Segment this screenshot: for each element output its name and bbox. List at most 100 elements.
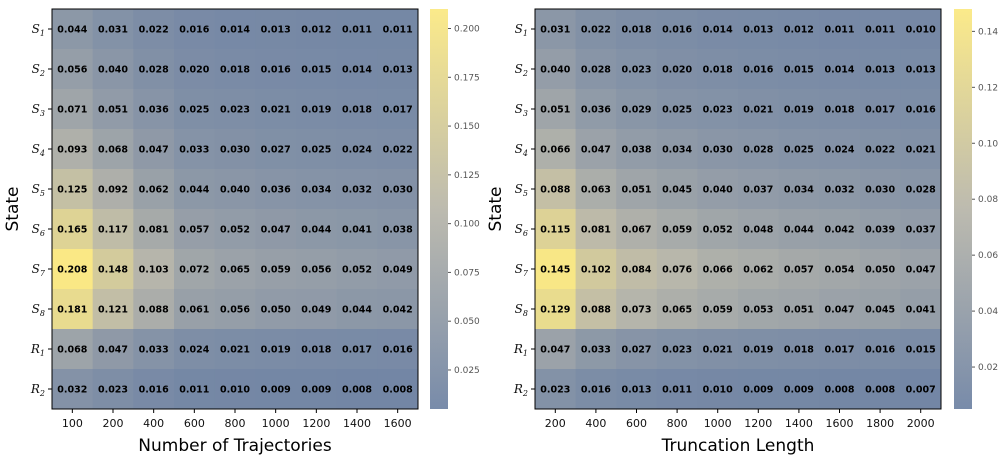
heatmap-cell	[656, 209, 698, 250]
cell-value-label: 0.030	[703, 145, 733, 156]
heatmap-cell	[656, 49, 698, 90]
heatmap-panel-2: 0.031 0.022 0.018 0.016 0.014 0.013 0.012 0.011…	[486, 8, 998, 456]
heatmap-cell	[174, 169, 216, 210]
heatmap-cell	[859, 49, 901, 90]
cell-value-label: 0.072	[179, 265, 209, 276]
heatmap-cell	[535, 289, 577, 330]
heatmap-cell	[656, 169, 698, 210]
cell-value-label: 0.007	[906, 385, 936, 396]
heatmap-cell	[255, 169, 297, 210]
colorbar-tick-label: 0.04	[978, 307, 998, 317]
heatmap-cell	[214, 129, 256, 170]
cell-value-label: 0.016	[906, 105, 936, 116]
heatmap-cell	[174, 49, 216, 90]
heatmap-cell	[575, 249, 617, 290]
heatmap-cell	[336, 9, 378, 50]
heatmap-cell	[174, 369, 216, 410]
heatmap-cell	[296, 89, 338, 130]
heatmap-cell	[52, 289, 94, 330]
heatmap-cell	[174, 129, 216, 170]
cell-value-label: 0.018	[342, 105, 372, 116]
heatmap-cell	[296, 49, 338, 90]
y-tick-label: S4	[515, 142, 528, 158]
cell-value-label: 0.014	[220, 25, 250, 36]
heatmap-cell	[133, 129, 175, 170]
heatmap-cell	[296, 369, 338, 410]
heatmap-cell	[296, 209, 338, 250]
colorbar-tick-label: 0.100	[454, 220, 480, 230]
heatmap-cell	[575, 209, 617, 250]
cell-value-label: 0.044	[57, 25, 87, 36]
cell-value-label: 0.011	[865, 25, 895, 36]
heatmap-cell	[377, 129, 419, 170]
heatmap-cell	[697, 49, 739, 90]
heatmap-cell	[778, 129, 820, 170]
cell-value-label: 0.148	[98, 265, 128, 276]
heatmap-cell	[92, 289, 134, 330]
heatmap-cell	[819, 329, 861, 370]
heatmap-cell	[819, 129, 861, 170]
heatmap-cell	[377, 49, 419, 90]
heatmap-cell	[377, 369, 419, 410]
heatmap-cell	[616, 9, 658, 50]
heatmap-cell	[738, 209, 780, 250]
heatmap-cell	[174, 249, 216, 290]
cell-value-label: 0.041	[342, 225, 372, 236]
cell-value-label: 0.088	[540, 185, 570, 196]
heatmap-cell	[52, 249, 94, 290]
heatmap-cell	[819, 209, 861, 250]
heatmap-cell	[616, 169, 658, 210]
heatmap-cell	[656, 129, 698, 170]
heatmap-cell	[214, 369, 256, 410]
heatmap-cell	[859, 169, 901, 210]
colorbar-gradient-1	[430, 9, 448, 409]
heatmap-cell	[819, 9, 861, 50]
heatmap-cell	[819, 89, 861, 130]
heatmap-cell	[52, 129, 94, 170]
cell-value-label: 0.019	[301, 105, 331, 116]
heatmap-cell	[616, 289, 658, 330]
cell-value-label: 0.045	[662, 185, 692, 196]
cell-value-label: 0.022	[139, 25, 169, 36]
cell-value-label: 0.088	[581, 305, 611, 316]
heatmap-cell	[656, 289, 698, 330]
x-tick-label: 1400	[343, 417, 371, 430]
cell-value-label: 0.115	[540, 225, 570, 236]
y-axis-title-1: State	[3, 187, 23, 232]
cell-value-label: 0.032	[342, 185, 372, 196]
cell-value-label: 0.040	[703, 185, 733, 196]
x-tick-label: 400	[143, 417, 164, 430]
cell-value-label: 0.092	[98, 185, 128, 196]
cell-value-label: 0.028	[139, 65, 169, 76]
heatmap-cell	[900, 249, 942, 290]
heatmap-cell	[535, 249, 577, 290]
cell-value-label: 0.059	[703, 305, 733, 316]
heatmap-cell	[778, 209, 820, 250]
cell-value-label: 0.020	[179, 65, 209, 76]
y-tick-label: S5	[32, 182, 45, 198]
cell-value-label: 0.093	[57, 145, 87, 156]
cell-value-label: 0.028	[906, 185, 936, 196]
y-tick-label: R2	[513, 382, 528, 398]
cell-value-label: 0.059	[662, 225, 692, 236]
heatmap-cell	[92, 9, 134, 50]
cell-value-label: 0.044	[179, 185, 209, 196]
cell-value-label: 0.081	[139, 225, 169, 236]
heatmap-cell	[859, 329, 901, 370]
y-tick-label: S3	[515, 102, 528, 118]
colorbar-tick-label: 0.025	[454, 366, 480, 376]
y-tick-label: S1	[32, 22, 45, 38]
heatmap-cell	[133, 209, 175, 250]
cell-value-label: 0.036	[139, 105, 169, 116]
heatmap-cell	[52, 89, 94, 130]
cell-value-label: 0.027	[621, 345, 651, 356]
y-tick-label: S7	[515, 262, 529, 278]
cell-value-label: 0.050	[865, 265, 895, 276]
heatmap-cell	[336, 209, 378, 250]
cell-value-label: 0.023	[220, 105, 250, 116]
cell-value-label: 0.016	[139, 385, 169, 396]
cell-value-label: 0.008	[865, 385, 895, 396]
cell-value-label: 0.024	[179, 345, 209, 356]
cell-value-label: 0.129	[540, 305, 570, 316]
heatmap-cell	[255, 129, 297, 170]
